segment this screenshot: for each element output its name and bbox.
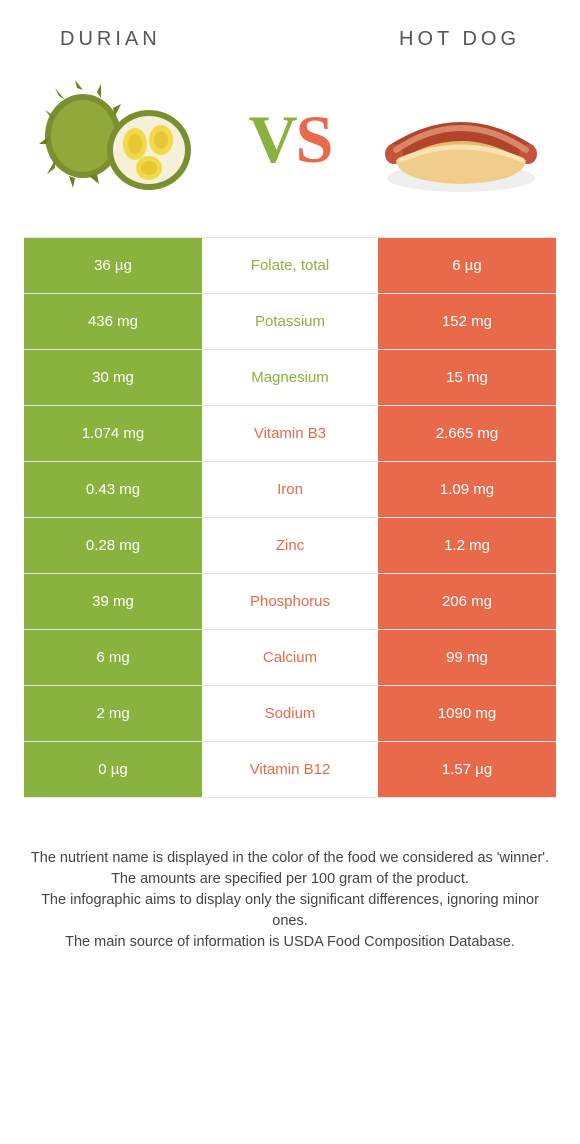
value-left: 436 mg [24,294,202,349]
nutrient-name: Sodium [202,686,378,741]
value-left: 30 mg [24,350,202,405]
value-left: 36 µg [24,238,202,293]
nutrient-name: Magnesium [202,350,378,405]
hero-row: VS [0,61,580,219]
value-right: 152 mg [378,294,556,349]
value-left: 0 µg [24,742,202,797]
nutrient-name: Vitamin B12 [202,742,378,797]
vs-s: S [296,101,332,177]
comparison-table: 36 µgFolate, total6 µg436 mgPotassium152… [24,237,556,798]
value-right: 1.2 mg [378,518,556,573]
value-left: 0.28 mg [24,518,202,573]
durian-image [34,69,204,209]
nutrient-name: Calcium [202,630,378,685]
value-right: 99 mg [378,630,556,685]
table-row: 1.074 mgVitamin B32.665 mg [24,406,556,462]
footer-line: The amounts are specified per 100 gram o… [28,869,552,890]
value-right: 1.57 µg [378,742,556,797]
hotdog-icon [376,74,546,204]
vs-v: V [249,101,296,177]
table-row: 39 mgPhosphorus206 mg [24,574,556,630]
nutrient-name: Phosphorus [202,574,378,629]
value-right: 6 µg [378,238,556,293]
value-right: 2.665 mg [378,406,556,461]
value-right: 15 mg [378,350,556,405]
durian-icon [39,74,199,204]
table-row: 2 mgSodium1090 mg [24,686,556,742]
header-titles: DURIAN HOT DOG [0,0,580,61]
footer-line: The infographic aims to display only the… [28,890,552,932]
table-row: 0.43 mgIron1.09 mg [24,462,556,518]
food-right-title: HOT DOG [399,28,520,51]
value-left: 39 mg [24,574,202,629]
nutrient-name: Iron [202,462,378,517]
footer-line: The main source of information is USDA F… [28,932,552,953]
table-row: 36 µgFolate, total6 µg [24,238,556,294]
footer-line: The nutrient name is displayed in the co… [28,848,552,869]
footer-notes: The nutrient name is displayed in the co… [0,798,580,953]
nutrient-name: Folate, total [202,238,378,293]
nutrient-name: Potassium [202,294,378,349]
value-right: 1.09 mg [378,462,556,517]
table-row: 30 mgMagnesium15 mg [24,350,556,406]
table-row: 0.28 mgZinc1.2 mg [24,518,556,574]
nutrient-name: Vitamin B3 [202,406,378,461]
value-right: 1090 mg [378,686,556,741]
value-left: 1.074 mg [24,406,202,461]
value-left: 2 mg [24,686,202,741]
vs-label: VS [249,100,332,179]
value-left: 6 mg [24,630,202,685]
table-row: 0 µgVitamin B121.57 µg [24,742,556,798]
nutrient-name: Zinc [202,518,378,573]
table-row: 6 mgCalcium99 mg [24,630,556,686]
food-left-title: DURIAN [60,28,161,51]
value-left: 0.43 mg [24,462,202,517]
value-right: 206 mg [378,574,556,629]
table-row: 436 mgPotassium152 mg [24,294,556,350]
hotdog-image [376,69,546,209]
